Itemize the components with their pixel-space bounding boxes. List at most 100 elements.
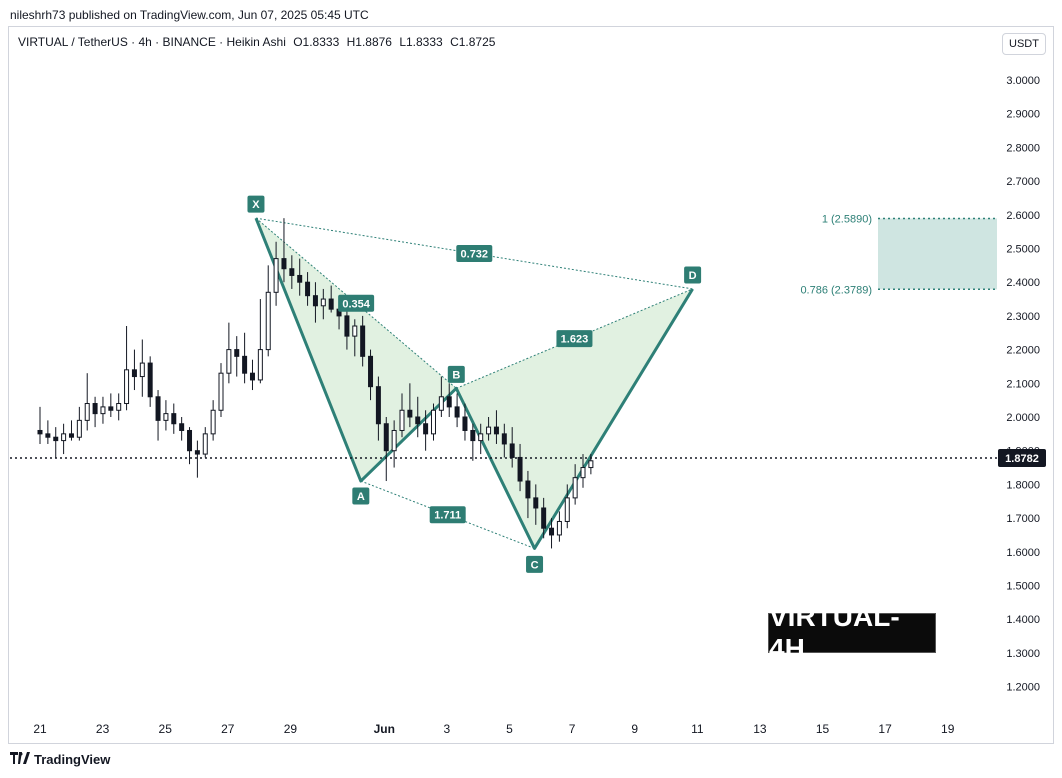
xab-triangle [255,218,457,482]
candle-body [454,406,460,418]
candle-body [281,258,287,270]
ratio-label-x-d: 0.732 [461,249,489,261]
x-tick-label: 23 [96,722,110,736]
candle-body [438,396,444,411]
ratio-label-a-c: 1.711 [434,510,461,522]
candle-body [572,477,578,499]
candle-body [124,369,130,405]
target-zone-box [878,218,997,290]
candle-body [297,274,303,283]
candle-body [305,281,311,297]
candle-body [541,507,547,529]
candle-body [92,403,98,415]
candle-body [383,423,389,452]
candle-body [155,396,161,421]
ohlc-low: L1.8333 [399,35,443,49]
y-tick-label: 2.5000 [1006,244,1040,256]
candle-body [234,349,240,357]
x-tick-label: 3 [444,722,451,736]
candle-body [210,409,216,435]
y-tick-label: 2.7000 [1006,176,1040,188]
candle-body [446,396,452,408]
bcd-triangle [456,288,693,549]
last-price-tag [998,449,1046,468]
candle-body [368,355,374,388]
candle-body [509,443,515,458]
harmonic-pattern [254,217,694,550]
point-label-x-bg [247,195,265,213]
candle-body [352,325,358,337]
candle-body [163,413,169,421]
y-tick-label: 3.0000 [1006,75,1040,87]
candle-body [328,298,334,310]
candle-body [202,433,208,455]
x-tick-label: 29 [284,722,298,736]
point-label-x: X [252,199,260,211]
candle-body [344,315,350,337]
candle-body [407,409,413,418]
x-tick-label: 25 [159,722,173,736]
zone-lower-label: 0.786 (2.3789) [800,284,872,296]
candle-body [131,369,137,378]
candle-body [139,362,145,378]
ratio-label-x-d-bg [456,245,493,263]
candle-body [525,480,531,499]
candle-body [517,456,523,482]
candle-body [242,355,248,374]
candle-body [147,362,153,398]
candle-body [423,423,429,435]
x-tick-label: Jun [374,722,395,736]
candle-body [61,433,67,442]
y-tick-label: 1.4000 [1006,614,1040,626]
point-label-b-bg [447,365,465,383]
x-tick-label: 15 [816,722,830,736]
point-label-d-bg [684,266,702,284]
x-tick-label: 5 [506,722,513,736]
ratio-label-b-d-bg [556,330,593,348]
y-tick-label: 1.8000 [1006,479,1040,491]
candle-body [116,403,122,411]
candle-body [84,403,90,421]
candle-body [564,497,570,522]
last-price-label: 1.8782 [1005,453,1039,465]
candle-body [187,429,193,452]
candle-body [194,450,200,455]
y-tick-label: 1.3000 [1006,648,1040,660]
candle-body [218,372,224,411]
currency-button[interactable]: USDT [1002,33,1046,55]
pattern-labels: X A B C D 0.732 0.354 1.623 1.711 [247,195,702,573]
symbol-pair[interactable]: VIRTUAL / TetherUS · 4h · BINANCE · Heik… [18,35,286,49]
last-price: 1.8782 [10,449,1046,468]
candle-body [179,423,185,431]
y-tick-label: 1.2000 [1006,682,1040,694]
candle-body [430,409,436,435]
ohlc-close: C1.8725 [450,35,496,49]
candle-body [470,429,476,442]
y-tick-label: 2.6000 [1006,210,1040,222]
x-tick-label: 17 [878,722,892,736]
publish-info: nileshrh73 published on TradingView.com,… [10,8,369,22]
tradingview-logo-icon [10,752,30,767]
candle-body [312,295,318,307]
candle-body [549,527,555,536]
chart-frame [8,26,1054,744]
candle-body [588,460,594,469]
candle-body [108,406,114,411]
point-label-a-bg [352,487,370,505]
x-tick-label: 9 [631,722,638,736]
x-tick-label: 21 [33,722,47,736]
candle-body [580,467,586,479]
candle-body [226,349,232,374]
x-tick-label: 13 [753,722,767,736]
candle-body [478,433,484,442]
brand-label: TradingView [34,752,111,767]
candle-body [391,429,397,452]
y-tick-label: 2.8000 [1006,142,1040,154]
target-zone: 1 (2.5890) 0.786 (2.3789) [800,214,997,296]
footer-brand[interactable]: TradingView [10,752,110,767]
symbol-legend: VIRTUAL / TetherUS · 4h · BINANCE · Heik… [18,35,499,49]
candle-body [171,413,177,425]
candle-body [415,416,421,425]
y-tick-label: 2.3000 [1006,311,1040,323]
